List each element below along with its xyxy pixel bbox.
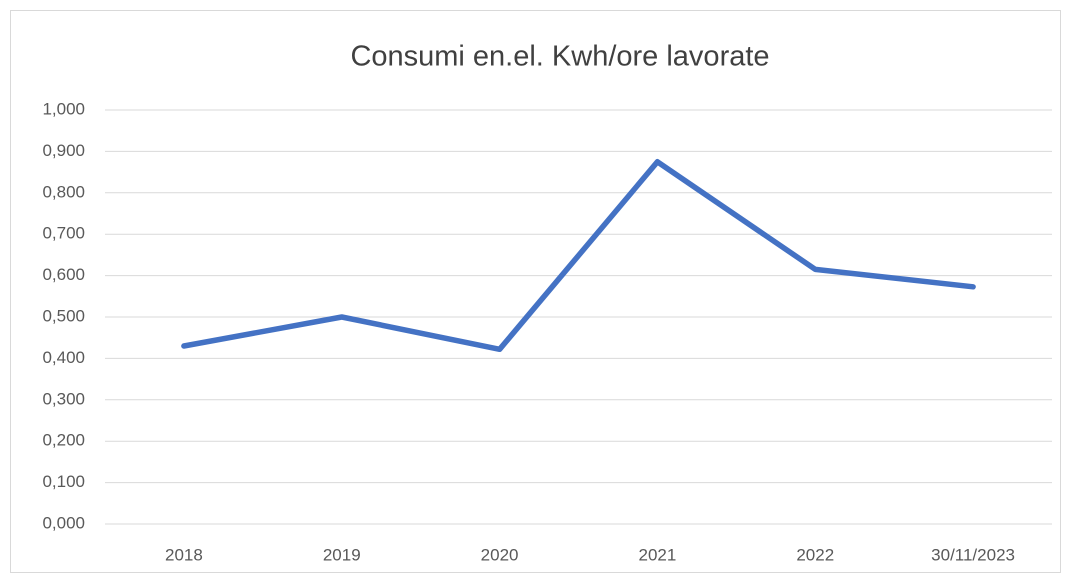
x-tick-label: 2020 xyxy=(481,545,519,564)
x-tick-label: 2022 xyxy=(796,545,834,564)
x-tick-label: 30/11/2023 xyxy=(931,545,1015,564)
y-tick-label: 0,500 xyxy=(42,306,85,325)
y-tick-label: 0,800 xyxy=(42,182,85,201)
data-line xyxy=(181,159,976,353)
x-tick-label: 2021 xyxy=(639,545,677,564)
y-tick-label: 0,400 xyxy=(42,348,85,367)
x-tick-label: 2018 xyxy=(165,545,203,564)
chart-border xyxy=(10,10,1061,573)
y-tick-label: 0,100 xyxy=(42,472,85,491)
y-tick-label: 1,000 xyxy=(42,99,85,118)
chart-title: Consumi en.el. Kwh/ore lavorate xyxy=(350,41,769,73)
y-tick-label: 0,300 xyxy=(42,389,85,408)
y-tick-label: 0,000 xyxy=(42,513,85,532)
y-tick-label: 0,600 xyxy=(42,265,85,284)
y-tick-label: 0,700 xyxy=(42,224,85,243)
y-tick-label: 0,900 xyxy=(42,141,85,160)
x-tick-label: 2019 xyxy=(323,545,361,564)
y-tick-label: 0,200 xyxy=(42,431,85,450)
